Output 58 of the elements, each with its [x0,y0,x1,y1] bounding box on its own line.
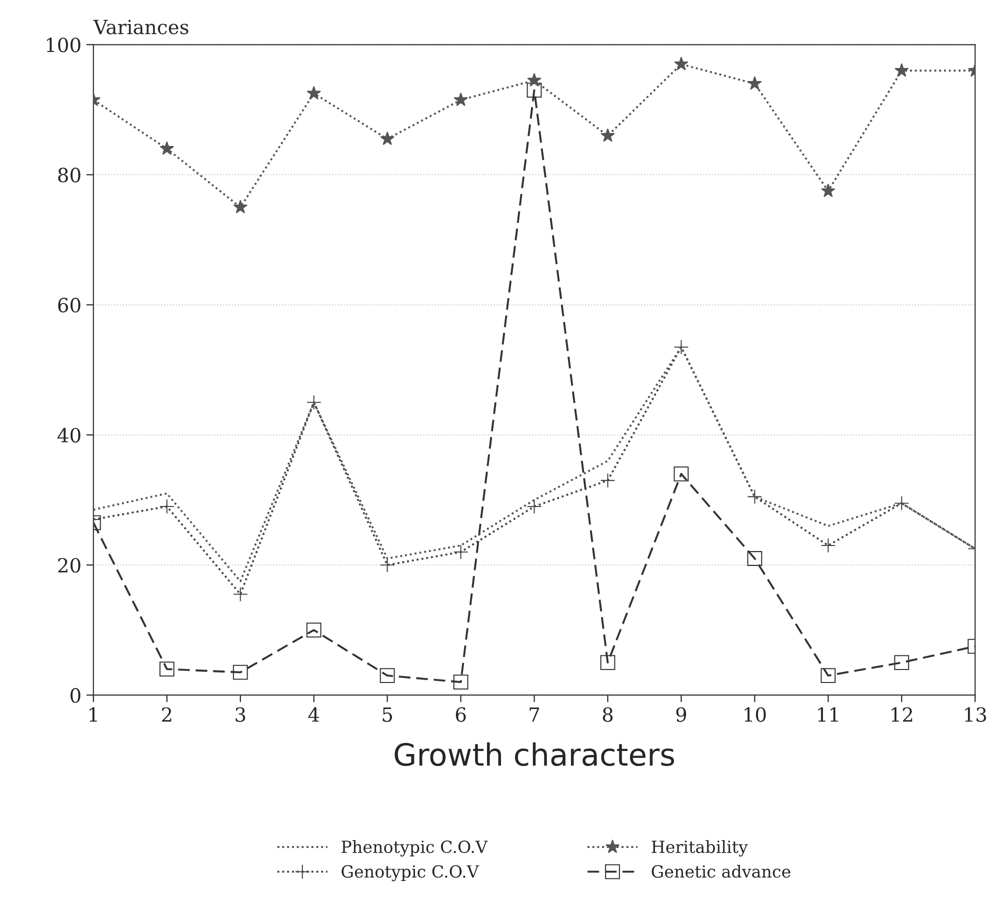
point [674,340,689,355]
point [454,92,468,106]
point [527,72,542,87]
point [748,76,762,90]
point [526,82,542,98]
point [380,558,395,572]
point [159,498,174,514]
point [600,128,615,142]
point [894,63,909,77]
point [380,131,394,146]
point [820,538,836,553]
point [820,668,836,684]
legend-label: Phenotypic C.O.V [342,840,488,857]
point [453,544,468,560]
x-tick-label: 10 [744,707,766,722]
point [159,662,174,677]
point [674,56,688,70]
x-tick-label: 3 [236,707,246,722]
y-tick-label: 60 [58,298,80,312]
x-tick-label: 5 [382,707,392,722]
point [747,489,762,504]
x-tick-label: 4 [308,707,320,722]
x-tick-label: 1 [90,707,97,722]
point [600,472,616,488]
x-tick-label: 6 [456,707,466,722]
point [233,200,248,214]
y-axis-title: Variances [93,20,188,34]
point [306,394,322,410]
point [160,141,174,155]
point [894,655,910,670]
legend-label: Genotypic C.O.V [342,865,480,882]
point [821,184,836,198]
point [600,655,616,670]
legend-label: Heritability [652,840,748,857]
point [894,496,910,511]
point [380,668,395,684]
y-tick-label: 80 [58,168,80,182]
x-tick-label: 13 [965,707,986,722]
legend-label: Genetic advance [652,864,790,878]
x-tick-label: 12 [892,707,912,722]
x-tick-label: 7 [530,707,540,722]
y-tick-label: 0 [70,688,80,703]
point [232,664,248,680]
point [232,586,248,602]
y-tick-label: 100 [46,38,80,52]
x-tick-label: 2 [162,707,172,722]
x-tick-label: 11 [818,707,838,722]
y-tick-label: 20 [58,558,80,573]
point [674,466,689,482]
point [453,674,468,690]
point [306,86,321,100]
x-tick-label: 9 [676,707,686,722]
point [747,551,762,566]
x-tick-label: 8 [602,707,613,722]
point [526,498,542,514]
x-axis-title: Growth characters [394,742,674,766]
point [306,622,322,638]
y-tick-label: 40 [57,428,80,443]
